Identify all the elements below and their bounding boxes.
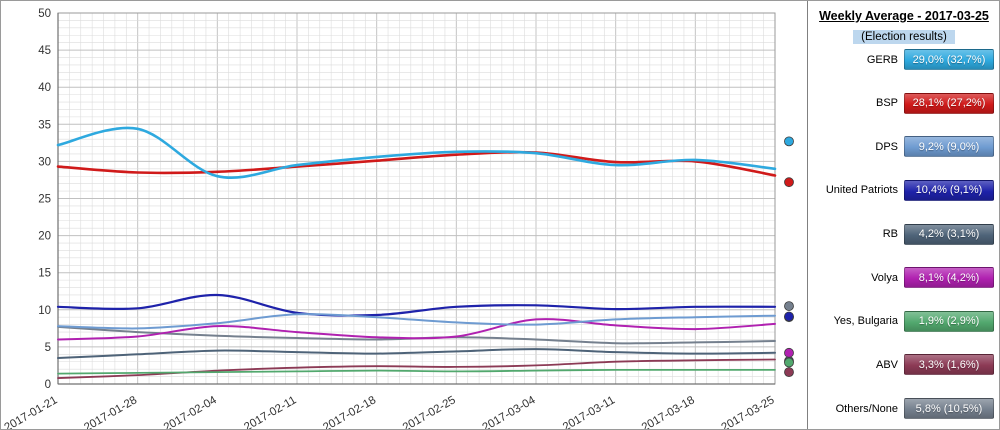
legend-value-badge: 4,2% (3,1%) <box>904 223 994 245</box>
y-tick-label: 30 <box>38 156 51 168</box>
x-tick-label: 2017-03-04 <box>481 394 538 430</box>
legend-value-badge: 3,3% (1,6%) <box>904 354 994 376</box>
result-dot-gerb <box>784 136 794 147</box>
legend-party-label: United Patriots <box>825 184 898 197</box>
result-dot-yes-bulgaria <box>784 357 794 368</box>
y-tick-label: 5 <box>45 342 51 354</box>
legend-row-united-patriots: United Patriots 10,4% (9,1%) <box>812 179 994 201</box>
legend-panel: Weekly Average - 2017-03-25 (Election re… <box>807 1 999 429</box>
legend-row-others-none: Others/None 5,8% (10,5%) <box>812 398 994 419</box>
series-line-abv <box>57 358 776 379</box>
result-dot-volya <box>784 347 794 358</box>
legend-party-label: BSP <box>875 97 898 110</box>
legend-party-label: Others/None <box>835 402 898 415</box>
result-dot-bsp <box>784 177 794 188</box>
y-tick-label: 50 <box>38 8 51 20</box>
series-line-volya <box>57 318 776 341</box>
legend-row-yes-bulgaria: Yes, Bulgaria 1,9% (2,9%) <box>812 310 994 332</box>
y-tick-label: 35 <box>38 119 51 131</box>
x-tick-label: 2017-03-11 <box>561 394 617 430</box>
legend-value-badge: 8,1% (4,2%) <box>904 267 994 289</box>
x-tick-label: 2017-01-28 <box>82 394 139 430</box>
legend-party-label: GERB <box>866 53 898 66</box>
legend-party-label: ABV <box>875 358 898 371</box>
y-tick-label: 25 <box>38 194 51 206</box>
legend-value-badge: 29,0% (32,7%) <box>904 49 994 70</box>
y-tick-label: 45 <box>38 45 51 57</box>
poll-trend-chart: 0 5 10 15 20 25 30 35 40 45 50 2017-01-21 2017-01-28… <box>3 8 794 430</box>
y-tick-label: 20 <box>38 231 51 243</box>
x-tick-label: 2017-02-04 <box>162 394 219 430</box>
x-tick-label: 2017-02-11 <box>242 394 298 430</box>
legend-value-badge: 10,4% (9,1%) <box>904 179 994 201</box>
result-dot-others-none <box>784 301 794 311</box>
legend-row-gerb: GERB 29,0% (32,7%) <box>812 49 994 70</box>
legend-value-badge: 9,2% (9,0%) <box>904 136 994 158</box>
x-tick-label: 2017-03-25 <box>720 394 777 430</box>
x-tick-label: 2017-01-21 <box>3 394 60 430</box>
series-line-gerb <box>56 126 777 179</box>
series-line-united-patriots <box>56 293 777 317</box>
series-line-dps <box>57 313 776 330</box>
legend-party-label: Yes, Bulgaria <box>833 315 898 328</box>
y-tick-label: 10 <box>38 305 51 317</box>
y-tick-label: 15 <box>38 268 51 280</box>
legend-row-rb: RB 4,2% (3,1%) <box>812 223 994 245</box>
legend-title: Weekly Average - 2017-03-25 <box>819 9 989 23</box>
x-tick-label: 2017-02-25 <box>401 394 458 430</box>
legend-row-dps: DPS 9,2% (9,0%) <box>812 136 994 158</box>
legend-subtitle-wrap: (Election results) <box>808 27 999 45</box>
result-dot-abv <box>784 367 794 378</box>
series-line-bsp <box>56 150 777 177</box>
legend-party-label: DPS <box>875 140 898 153</box>
legend-value-badge: 28,1% (27,2%) <box>904 92 994 114</box>
legend-value-badge: 1,9% (2,9%) <box>904 310 994 332</box>
series-line-yes-bulgaria <box>57 368 776 375</box>
series-line-rb <box>57 348 776 360</box>
legend-party-label: Volya <box>871 271 898 284</box>
legend-row-bsp: BSP 28,1% (27,2%) <box>812 92 994 114</box>
x-tick-label: 2017-03-18 <box>640 394 697 430</box>
result-dot-united-patriots <box>784 311 794 322</box>
legend-rows: GERB 29,0% (32,7%) BSP 28,1% (27,2%) DPS 9,2%… <box>812 49 994 419</box>
legend-row-volya: Volya 8,1% (4,2%) <box>812 267 994 289</box>
y-tick-label: 0 <box>45 379 51 391</box>
chart-panel: 0 5 10 15 20 25 30 35 40 45 50 2017-01-21 2017-01-28… <box>1 1 807 430</box>
legend-party-label: RB <box>882 228 898 240</box>
legend-value-badge: 5,8% (10,5%) <box>904 398 994 419</box>
x-tick-label: 2017-02-18 <box>321 394 378 430</box>
legend-subtitle: (Election results) <box>853 30 955 44</box>
legend-row-abv: ABV 3,3% (1,6%) <box>812 354 994 376</box>
y-tick-label: 40 <box>38 82 51 94</box>
